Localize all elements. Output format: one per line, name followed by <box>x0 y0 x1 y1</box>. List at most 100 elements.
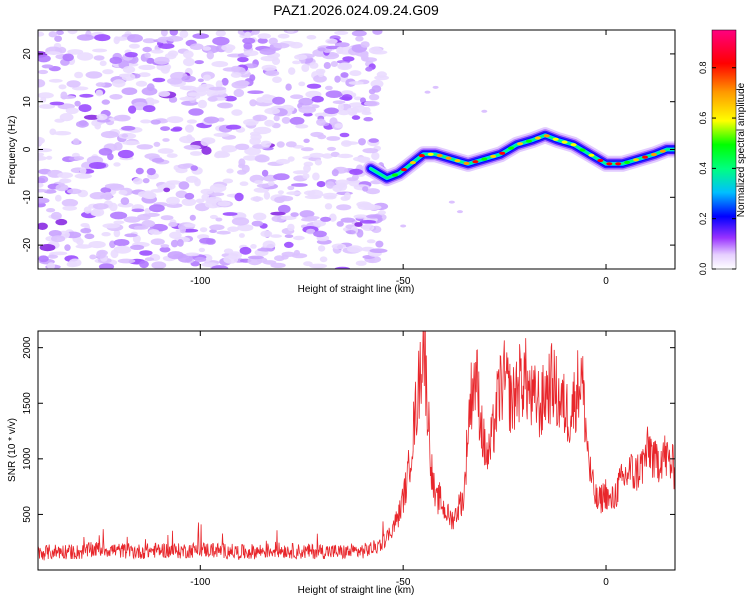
heatmap-cell <box>122 66 136 74</box>
heatmap-cell <box>336 204 352 211</box>
colorbar-tick-label: 0.4 <box>698 162 708 175</box>
heatmap-cell <box>204 200 222 209</box>
heatmap-cell <box>121 87 138 95</box>
heatmap-cell <box>252 114 268 122</box>
heatmap-cell <box>317 69 325 78</box>
y-tick-label: 0 <box>22 146 33 152</box>
heatmap-cell <box>277 33 290 39</box>
heatmap-cell <box>304 194 322 200</box>
heatmap-cell <box>135 80 148 87</box>
snr-series-line <box>38 331 675 561</box>
ridge-peak <box>588 153 595 157</box>
heatmap-cell <box>72 86 89 91</box>
ridge-peak <box>659 149 666 153</box>
heatmap-cell <box>237 56 249 63</box>
heatmap-cell <box>48 78 63 83</box>
heatmap-cell <box>348 81 364 85</box>
heatmap-cell <box>142 212 160 217</box>
heatmap-cell <box>327 146 336 151</box>
heatmap-cell <box>167 251 184 260</box>
heatmap-cell <box>253 212 267 221</box>
colorbar-tick-label: 0.2 <box>698 212 708 225</box>
heatmap-cell <box>317 245 326 252</box>
heatmap-cell <box>237 224 254 232</box>
heatmap-cell <box>55 194 62 202</box>
heatmap-cell <box>209 224 225 231</box>
heatmap-cell <box>150 238 165 245</box>
heatmap-cell <box>109 56 123 64</box>
heatmap-cell <box>448 200 455 204</box>
heatmap-cell <box>353 96 362 101</box>
heatmap-cell <box>265 70 280 77</box>
heatmap-cell <box>167 77 183 85</box>
ridge-peak <box>552 137 559 141</box>
heatmap-cell <box>319 256 328 263</box>
heatmap-cell <box>309 62 319 69</box>
heatmap-cell <box>285 83 292 91</box>
heatmap-cell <box>237 80 249 87</box>
heatmap-cell <box>68 258 82 267</box>
heatmap-cell <box>244 147 261 156</box>
heatmap-cell <box>109 94 123 100</box>
heatmap-cell <box>340 217 356 223</box>
heatmap-cell <box>341 94 353 101</box>
heatmap-cell <box>332 100 346 104</box>
heatmap-cell <box>194 60 204 65</box>
heatmap-cell <box>55 184 69 192</box>
heatmap-cell <box>262 240 276 249</box>
heatmap-cell <box>231 109 243 116</box>
x-tick-label: -50 <box>396 577 411 588</box>
snr-plot-area <box>38 331 675 570</box>
heatmap-cell <box>136 144 154 150</box>
heatmap-cell <box>151 158 165 163</box>
heatmap-cell <box>222 67 239 72</box>
heatmap-cell <box>38 155 47 161</box>
heatmap-cell <box>342 56 355 62</box>
heatmap-cell <box>179 225 186 234</box>
heatmap-cell <box>110 211 128 220</box>
heatmap-cell <box>378 210 386 215</box>
heatmap-cell <box>124 233 138 238</box>
heatmap-cell <box>371 151 380 161</box>
y-tick-label: 20 <box>22 48 33 60</box>
snr-x-ticks: -100 -50 0 <box>190 331 609 588</box>
heatmap-cell <box>303 261 313 267</box>
y-tick-label: 1000 <box>22 447 33 470</box>
heatmap-cell <box>362 148 379 154</box>
x-tick-label: -100 <box>190 276 210 287</box>
heatmap-cell <box>181 75 196 83</box>
heatmap-cell <box>303 190 316 196</box>
y-tick-label: 1500 <box>22 392 33 415</box>
heatmap-cell <box>325 38 338 45</box>
heatmap-cell <box>363 106 371 114</box>
heatmap-cell <box>329 213 337 222</box>
heatmap-cell <box>247 90 264 94</box>
heatmap-cell <box>226 168 234 174</box>
heatmap-cell <box>100 187 112 194</box>
heatmap-cell <box>287 223 295 232</box>
heatmap-cell <box>47 254 59 259</box>
heatmap-cell <box>160 30 168 37</box>
heatmap-cell <box>138 72 151 78</box>
heatmap-cell <box>89 254 97 260</box>
x-tick-label: -100 <box>190 577 210 588</box>
heatmap-cell <box>102 69 114 75</box>
heatmap-cell <box>293 249 300 256</box>
heatmap-cell <box>363 117 374 122</box>
heatmap-cell <box>243 118 259 126</box>
heatmap-cell <box>197 78 204 83</box>
heatmap-cell <box>250 244 257 249</box>
heatmap-cell <box>298 97 314 106</box>
heatmap-cell <box>38 188 48 193</box>
heatmap-cell <box>262 260 277 265</box>
colorbar-ticks: 0.0 0.2 0.4 0.6 0.8 <box>698 61 736 275</box>
heatmap-cell <box>211 265 229 269</box>
snr-y-ticks: 500 1000 1500 2000 <box>22 336 675 523</box>
heatmap-cell <box>102 223 120 229</box>
heatmap-cell <box>185 124 194 133</box>
snr-x-axis-label: Height of straight line (km) <box>298 585 415 596</box>
heatmap-cell <box>46 208 56 213</box>
heatmap-cell <box>38 31 45 37</box>
heatmap-cell <box>300 147 314 152</box>
heatmap-cell <box>170 239 179 248</box>
